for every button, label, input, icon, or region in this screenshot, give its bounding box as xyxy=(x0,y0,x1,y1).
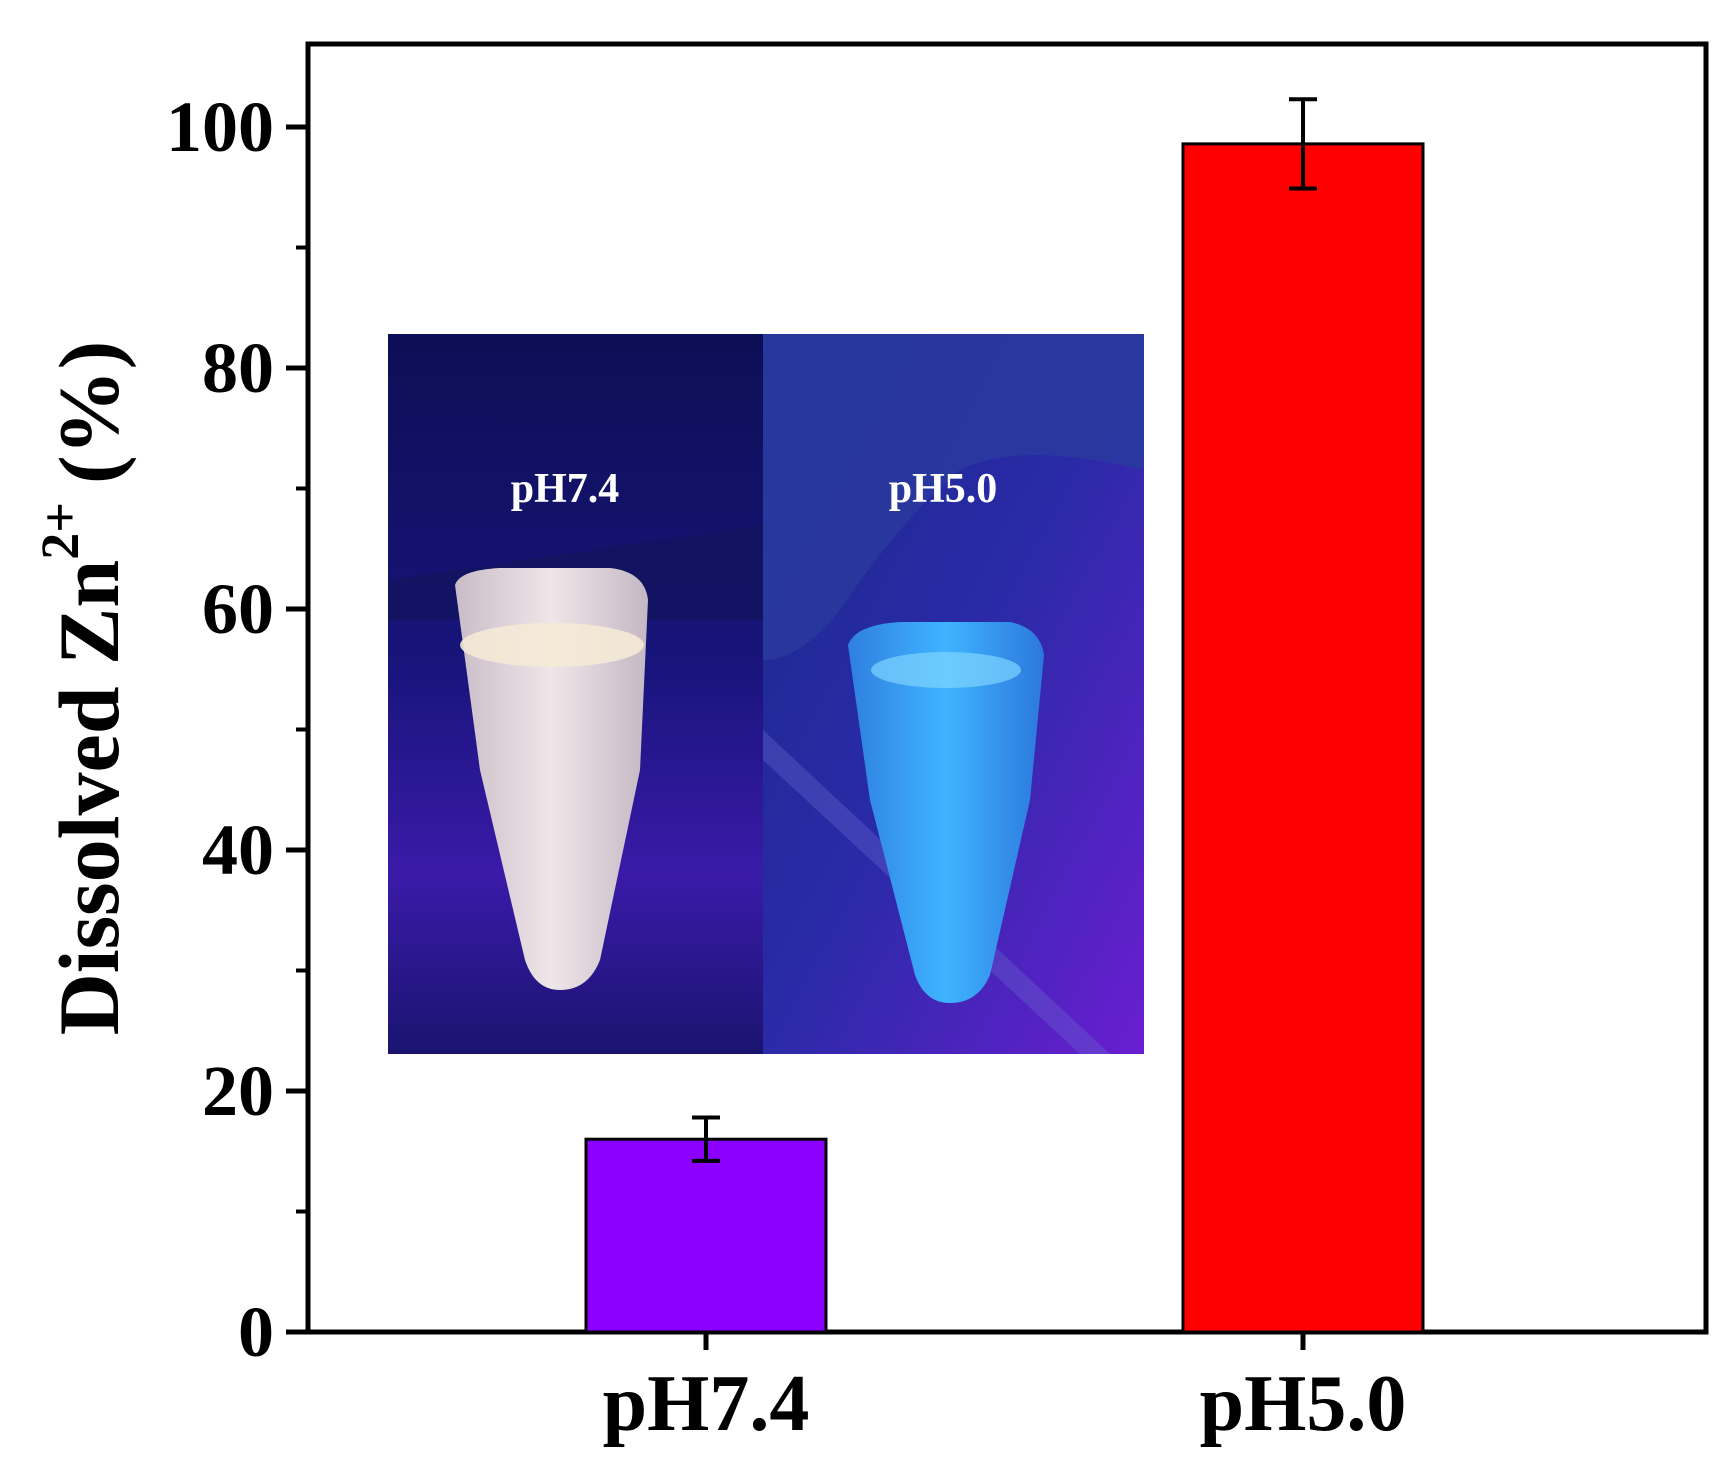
y-axis-title-main: Dissolved Zn xyxy=(41,560,137,1036)
tube-right-rim-icon xyxy=(871,652,1021,688)
y-tick-label: 80 xyxy=(202,328,274,408)
inset-label-left: pH7.4 xyxy=(511,466,620,512)
tube-left-icon xyxy=(455,568,648,990)
inset-photo: pH7.4 pH5.0 xyxy=(388,334,1144,1054)
svg-text:Dissolved Zn2+(%): Dissolved Zn2+ (%) xyxy=(30,341,137,1036)
x-axis: pH7.4 pH5.0 xyxy=(603,1332,1407,1448)
y-axis: 0 20 40 60 80 100 xyxy=(166,87,308,1372)
y-tick-label: 60 xyxy=(202,569,274,649)
y-axis-title-units: (%) xyxy=(41,341,137,484)
plot-frame xyxy=(305,41,1709,1335)
tube-left-rim-icon xyxy=(460,623,644,667)
tube-right-icon xyxy=(848,622,1044,1003)
y-tick-label: 40 xyxy=(202,810,274,890)
inset-right-cap xyxy=(763,334,1144,660)
y-tick-label: 100 xyxy=(166,87,274,167)
x-tick-label: pH7.4 xyxy=(603,1360,810,1448)
y-axis-title-superscript: 2+ xyxy=(30,502,90,560)
y-axis-title: Dissolved Zn2+ (%) xyxy=(30,341,137,1036)
x-tick-label: pH5.0 xyxy=(1200,1360,1407,1448)
bars-group xyxy=(584,97,1425,1334)
inset-label-right: pH5.0 xyxy=(889,466,998,512)
y-tick-label: 0 xyxy=(238,1292,274,1372)
bar-pH5-0 xyxy=(1181,142,1425,1334)
y-tick-label: 20 xyxy=(202,1051,274,1131)
bar-pH7-4 xyxy=(584,1137,828,1334)
